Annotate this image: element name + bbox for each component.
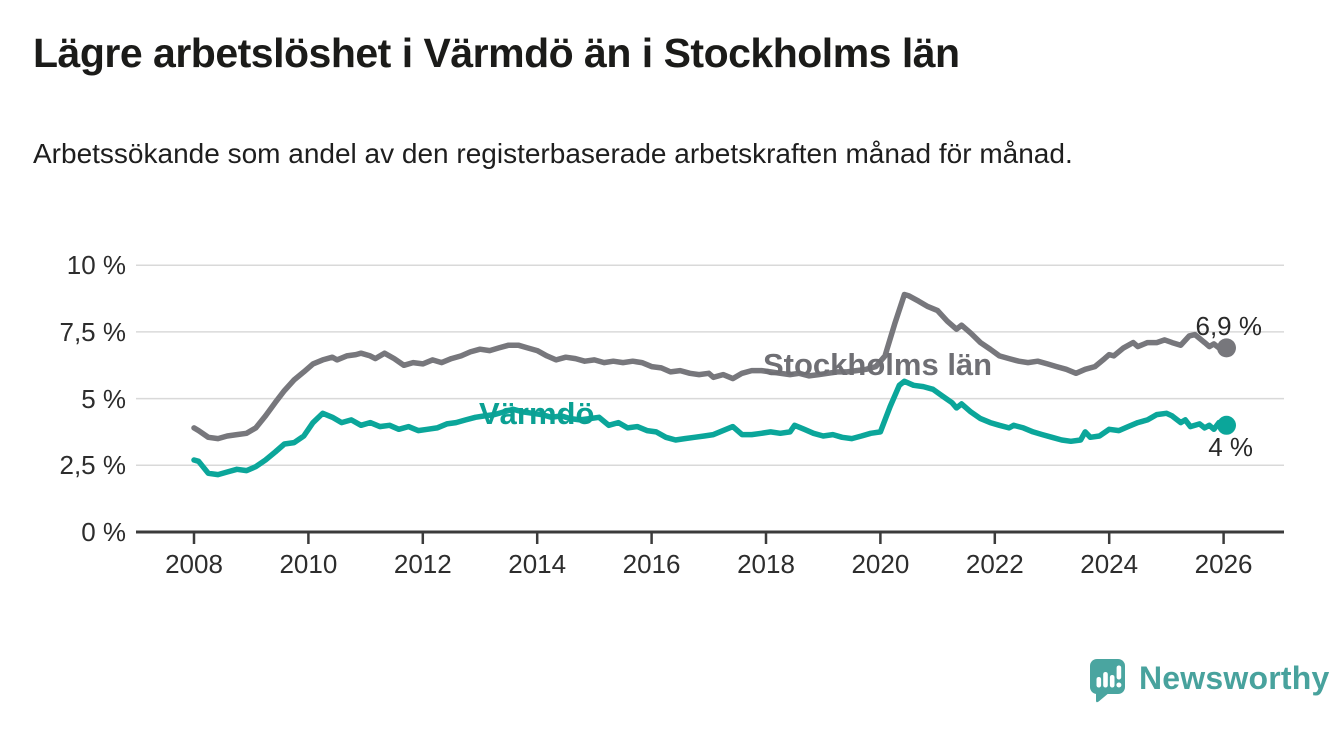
end-value-label-varmdo: 4 % [1208, 432, 1253, 462]
series-line-varmdo [191, 378, 1230, 478]
series-label-stockholms-lan: Stockholms län [763, 347, 993, 382]
chart-subtitle: Arbetssökande som andel av den registerb… [33, 138, 1073, 169]
x-axis-label: 2026 [1194, 549, 1253, 579]
x-axis-label: 2024 [1080, 549, 1139, 579]
y-axis-label: 2,5 % [59, 450, 127, 481]
x-axis-label: 2022 [965, 549, 1024, 579]
end-value-label-stockholms-lan: 6,9 % [1195, 311, 1263, 341]
y-axis-label: 5 % [81, 383, 126, 414]
series-line-stockholms-lan [191, 291, 1230, 442]
x-axis-label: 2010 [279, 549, 338, 579]
series-label-varmdo: Värmdö [479, 396, 595, 431]
x-axis-label: 2018 [737, 549, 795, 579]
x-axis-label: 2012 [393, 549, 452, 579]
newsworthy-logo-icon [1090, 659, 1125, 703]
series-end-dot-varmdo [1217, 415, 1236, 435]
newsworthy-logo-text: Newsworthy [1139, 660, 1330, 696]
x-axis-label: 2020 [851, 549, 910, 579]
y-axis-label: 7,5 % [59, 316, 127, 347]
x-axis-label: 2014 [508, 549, 567, 579]
series-end-dot-stockholms-lan [1217, 338, 1236, 358]
y-axis-label: 0 % [81, 517, 126, 547]
chart-title: Lägre arbetslöshet i Värmdö än i Stockho… [33, 30, 960, 76]
newsworthy-logo[interactable]: Newsworthy [1089, 658, 1329, 703]
x-axis-label: 2016 [622, 549, 681, 579]
x-axis-label: 2008 [165, 549, 223, 579]
y-axis-label: 10 % [66, 250, 126, 281]
